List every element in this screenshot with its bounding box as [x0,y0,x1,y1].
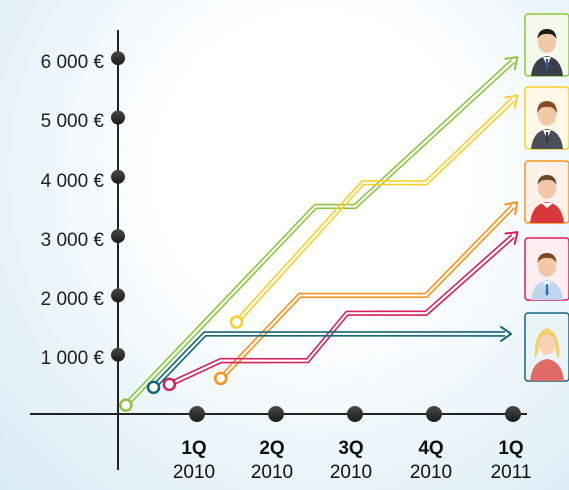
y-tick-label-3000: 3 000 € [41,230,105,251]
series-4-arrow-head [504,231,519,245]
y-tick-label-2000: 2 000 € [41,289,105,310]
y-tick-dot-2000 [111,288,125,303]
series-4-line-a [169,237,515,387]
y-tick-dot-4000 [111,169,125,184]
man-light-shirt-avatar [524,237,569,301]
series-1-line-b [123,59,513,405]
series-3-start-point [213,371,228,386]
series-4 [162,231,519,392]
series-5-start-point [146,380,161,395]
businessman-brown-hair-avatar [524,86,569,150]
x-tick-dot-2 [268,406,284,422]
x-tick-dot-4 [426,406,442,422]
businessman-dark-suit-avatar [524,13,569,77]
y-tick-label-5000: 5 000 € [41,111,105,132]
y-tick-label-1000: 1 000 € [41,348,105,369]
y-tick-dot-6000 [111,51,125,66]
y-tick-marks [111,51,125,362]
series-1-start-point [119,398,133,412]
series-1-arrow-head [504,56,519,70]
man-red-sweater-avatar [524,160,569,224]
x-tick-quarter-3: 3Q [338,438,363,459]
x-tick-dot-3 [347,406,363,422]
y-tick-label-4000: 4 000 € [41,171,105,192]
series-1 [119,56,519,412]
x-tick-year-2: 2010 [251,462,293,483]
series-1-line-a [126,62,515,408]
x-tick-dot-5 [505,406,521,422]
series-2-arrow-head [504,94,519,109]
x-tick-year-3: 2010 [330,462,372,483]
y-tick-dot-3000 [111,229,125,244]
x-tick-year-4: 2010 [410,462,452,483]
woman-blonde-avatar [524,312,569,382]
x-tick-dot-1 [189,406,205,422]
y-tick-labels: 1 000 € 2 000 € 3 000 € 4 000 € 5 000 € … [41,52,105,369]
series-2-line-a [237,100,515,324]
series-5-line-a [154,334,506,390]
series-lines [119,56,519,412]
series-5-arrow-head [500,325,513,342]
legend-avatars [524,13,569,382]
x-tick-quarter-5: 1Q [498,438,523,459]
series-4-start-point [162,377,177,392]
series-2 [229,94,519,329]
series-3-line-a [221,207,515,381]
series-2-start-point [229,315,244,329]
x-tick-quarter-4: 4Q [418,438,443,459]
x-tick-quarter-1: 1Q [181,438,206,459]
x-tick-year-1: 2010 [173,462,215,483]
series-3-arrow-head [504,201,519,216]
x-tick-year-5: 2011 [491,462,532,483]
y-tick-dot-1000 [111,347,125,362]
x-tick-labels: 1Q 2010 2Q 2010 3Q 2010 4Q 2010 1Q 2011 [173,438,532,483]
x-tick-quarter-2: 2Q [259,438,284,459]
x-tick-marks [189,406,521,422]
y-tick-label-6000: 6 000 € [41,52,105,73]
y-tick-dot-5000 [111,110,125,125]
series-5 [146,325,513,395]
series-5-line-b [151,331,506,387]
series-2-line-b [234,97,513,322]
series-3-line-b [218,204,513,378]
